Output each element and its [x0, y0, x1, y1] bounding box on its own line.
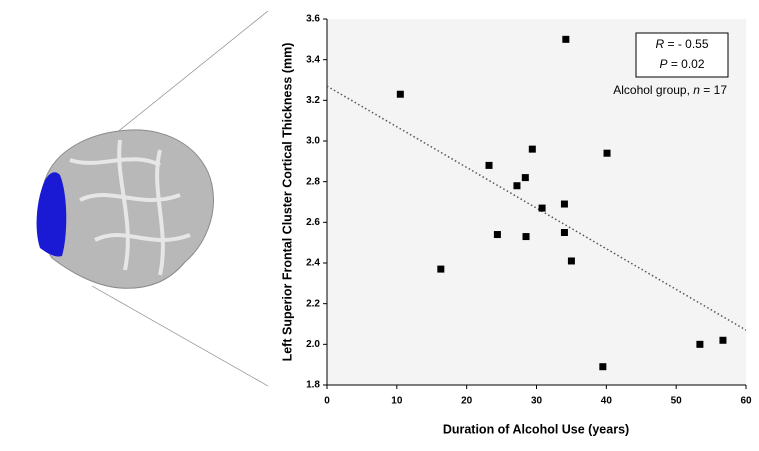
trend-line [326, 85, 747, 331]
annotation: P = 0.02 [659, 57, 704, 71]
point [603, 149, 611, 157]
x-tick-label: 10 [391, 396, 403, 407]
annotation-part: n [693, 83, 700, 97]
brain-gyri [69, 139, 191, 276]
point [437, 265, 445, 273]
x-tick-label: 0 [324, 396, 330, 407]
point [493, 231, 501, 239]
annotation-part: = 0.02 [667, 57, 704, 71]
x-tick-label: 60 [740, 396, 752, 407]
y-tick-label: 2.2 [306, 298, 320, 309]
point [528, 145, 536, 153]
point [567, 257, 575, 265]
annotation: Alcohol group, n = 17 [613, 83, 727, 97]
x-tick-label: 20 [461, 396, 473, 407]
x-axis-label: Duration of Alcohol Use (years) [443, 422, 629, 436]
point [513, 182, 521, 190]
point [599, 363, 607, 371]
y-tick-label: 3.4 [306, 54, 320, 65]
y-tick-label: 2.4 [306, 258, 320, 269]
brain-cluster [36, 172, 67, 257]
x-tick-label: 50 [671, 396, 683, 407]
plot-area [327, 19, 746, 385]
point [562, 35, 570, 43]
point [396, 90, 404, 98]
zoom-line [94, 10, 269, 151]
stats-box [635, 32, 729, 78]
x-tick-label: 40 [601, 396, 613, 407]
annotation-part: = 17 [700, 83, 727, 97]
annotation-part: Alcohol group, [613, 83, 693, 97]
point [696, 340, 704, 348]
y-tick-label: 2.8 [306, 176, 320, 187]
y-tick-label: 3.2 [306, 95, 320, 106]
y-tick-label: 1.8 [306, 380, 320, 391]
annotation: R = - 0.55 [655, 37, 708, 51]
point [538, 204, 546, 212]
point [485, 161, 493, 169]
point [522, 233, 530, 241]
y-tick-label: 3.6 [306, 14, 320, 25]
point [521, 174, 529, 182]
annotation-part: R [655, 37, 664, 51]
y-tick-label: 3.0 [306, 136, 320, 147]
y-tick-label: 2.6 [306, 217, 320, 228]
point [719, 336, 727, 344]
annotation-part: P [659, 57, 667, 71]
brain-illustration [36, 10, 269, 387]
point [560, 229, 568, 236]
annotation-part: = - 0.55 [664, 37, 709, 51]
x-tick-label: 30 [531, 396, 543, 407]
zoom-line [91, 285, 269, 387]
y-tick-label: 2.0 [306, 339, 320, 350]
point [560, 200, 568, 208]
y-axis-label: Left Superior Frontal Cluster Cortical T… [280, 43, 294, 362]
